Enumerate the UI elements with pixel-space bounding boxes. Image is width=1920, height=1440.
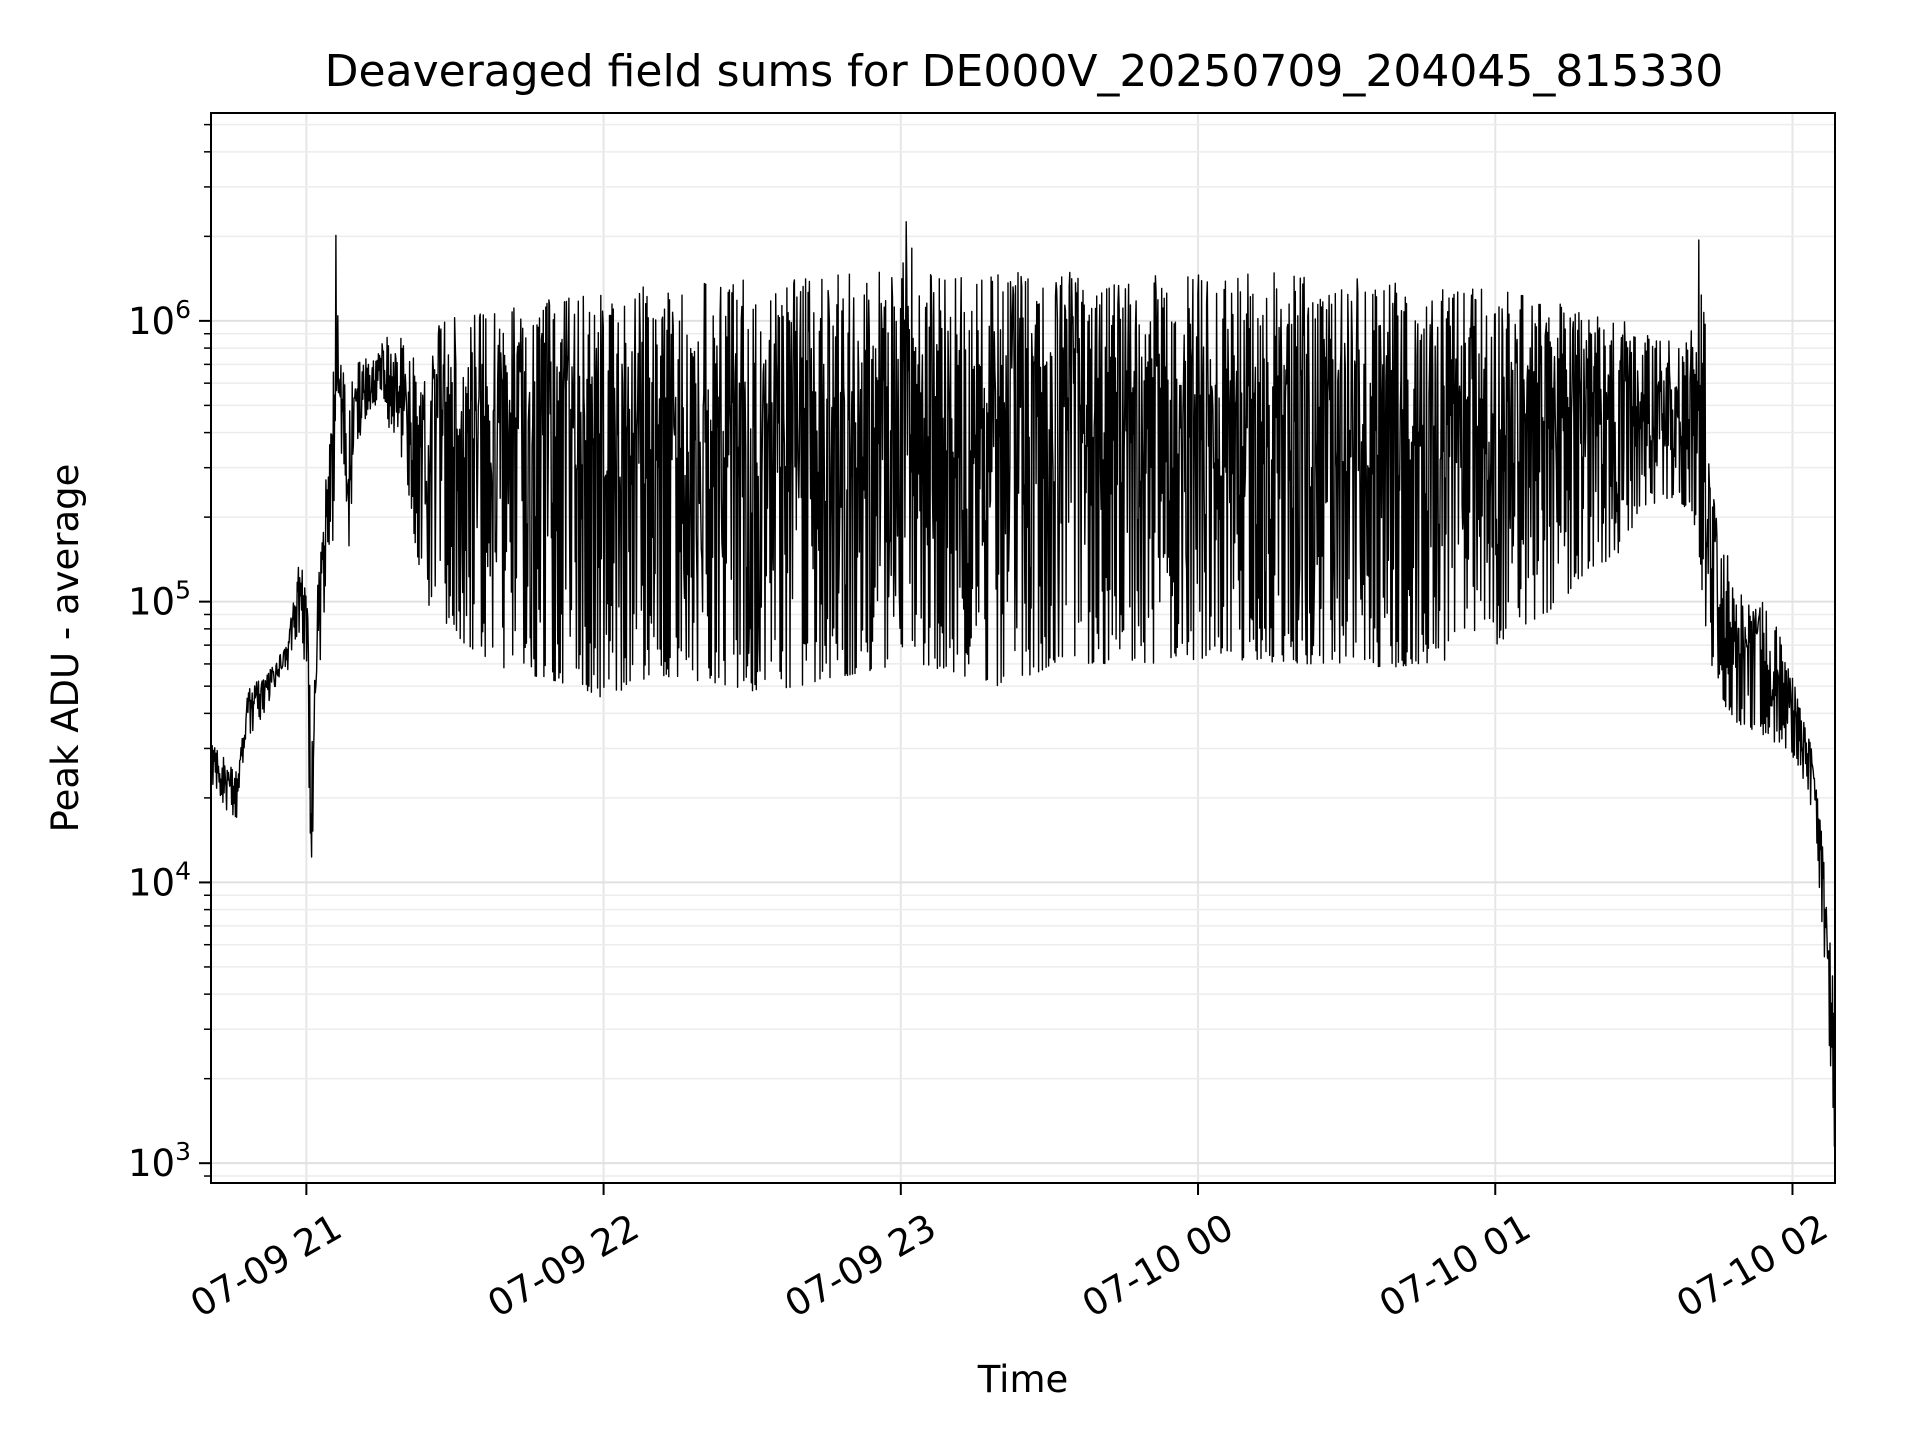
y-tick-label: 104 [128, 856, 191, 904]
series-plot [210, 221, 1836, 1147]
y-tick-base: 10 [128, 581, 175, 624]
y-tick-exponent: 4 [175, 856, 191, 885]
y-tick-exponent: 3 [175, 1137, 191, 1166]
plot-frame [210, 112, 1836, 1184]
x-axis-label: Time [977, 1358, 1069, 1401]
y-tick-base: 10 [128, 300, 175, 343]
y-tick-label: 106 [128, 295, 191, 343]
y-axis-label: Peak ADU - average [44, 464, 87, 833]
y-tick-label: 105 [128, 576, 191, 624]
y-tick-base: 10 [128, 861, 175, 904]
chart-title: Deaveraged field sums for DE000V_2025070… [325, 46, 1724, 97]
y-tick-exponent: 5 [175, 576, 191, 605]
y-tick-exponent: 6 [175, 295, 191, 324]
series-line [210, 221, 1836, 1147]
y-tick-base: 10 [128, 1142, 175, 1185]
y-tick-label: 103 [128, 1137, 191, 1185]
